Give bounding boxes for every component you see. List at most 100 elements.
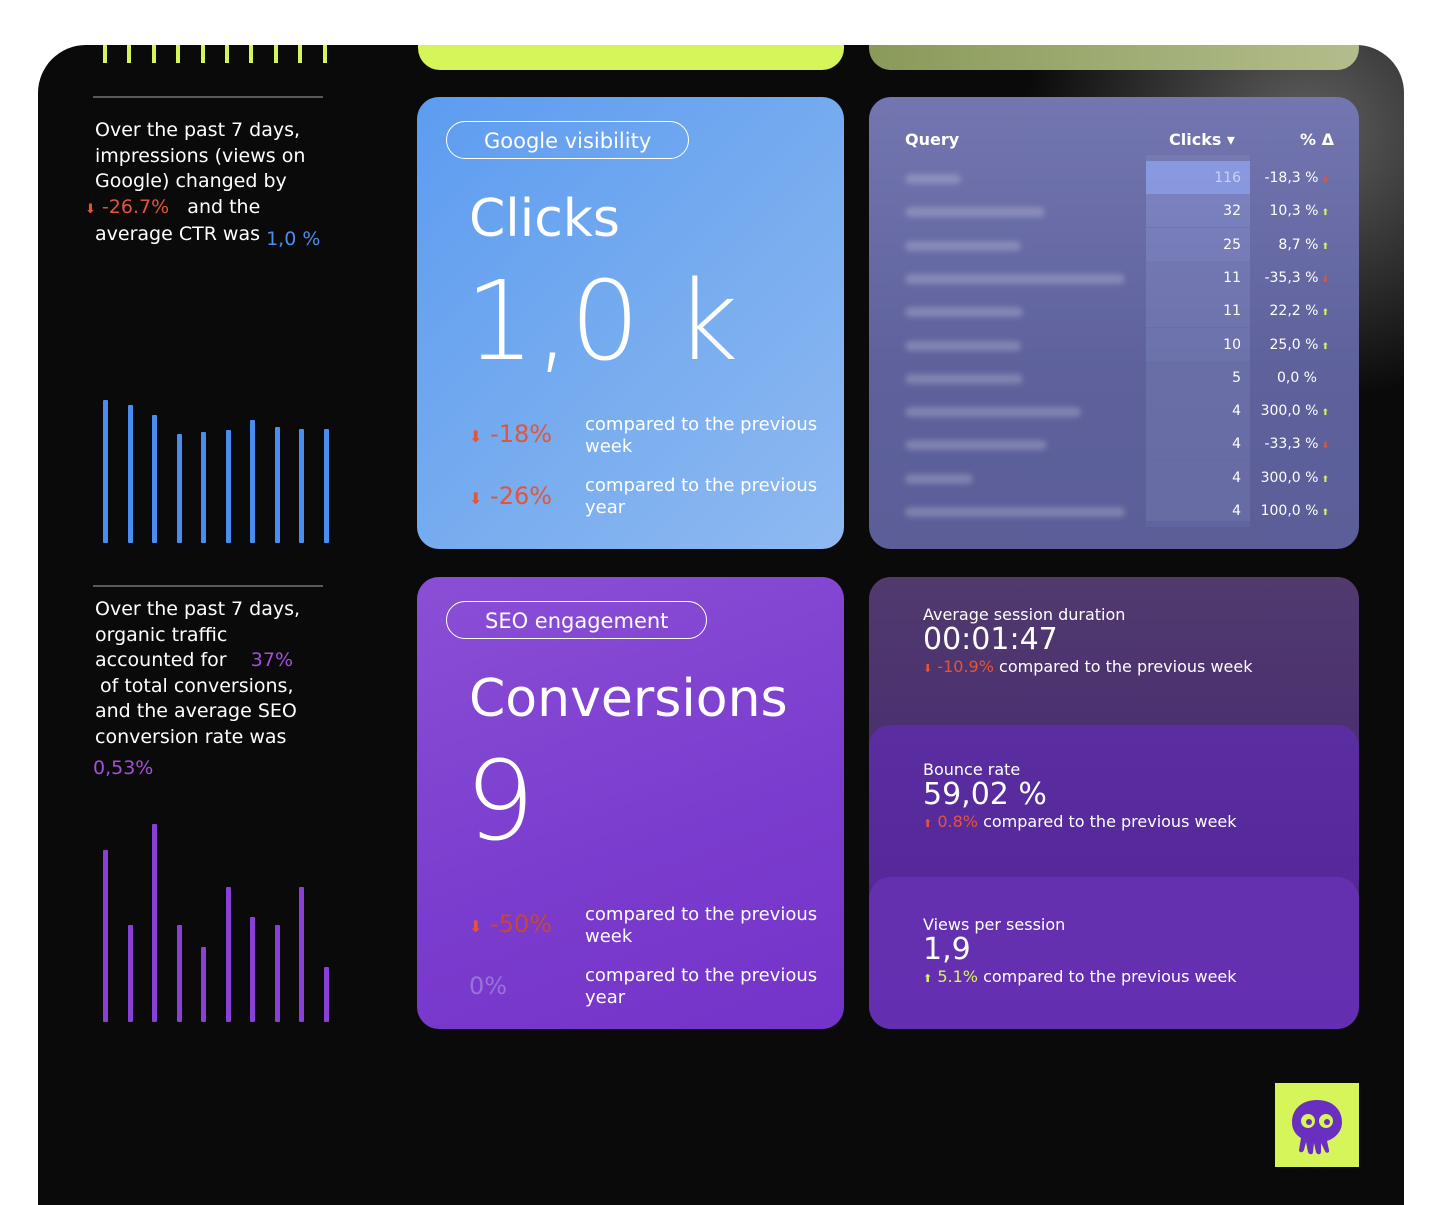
seo-engagement-card: SEO engagement Conversions 9 ⬇ -50% comp…	[417, 577, 844, 1029]
query-text-redacted	[905, 407, 1081, 418]
summary-text: of total conversions,	[100, 674, 294, 697]
query-text-redacted	[905, 340, 1021, 351]
query-text-redacted	[905, 307, 1023, 318]
metric-value: 00:01:47	[923, 622, 1058, 657]
cmp-year-value: 0%	[469, 972, 508, 1000]
card-title: Clicks	[469, 189, 620, 249]
impressions-summary: Over the past 7 days, impressions (views…	[85, 118, 335, 250]
organic-share-value: 37%	[250, 649, 294, 671]
change-cell: 25,0 % ⬆	[1239, 337, 1329, 353]
clicks-cell: 11	[1223, 269, 1241, 286]
query-text-redacted	[905, 473, 973, 484]
change-cell: -18,3 % ⬇	[1239, 170, 1329, 186]
arrow-down-icon: ⬇	[469, 427, 483, 446]
summary-text: accounted for 37%	[95, 648, 335, 674]
chart-bar	[299, 428, 304, 543]
change-cell-text: 8,7 %	[1278, 236, 1319, 253]
arrow-up-icon: ⬆	[1321, 474, 1329, 485]
top-bar-chart-cropped	[103, 45, 343, 63]
chart-bar	[103, 850, 108, 1022]
clicks-heat-cell	[1146, 494, 1250, 527]
metric-panel-bg	[869, 725, 1359, 900]
clicks-cell: 11	[1223, 303, 1241, 320]
change-cell-text: -33,3 %	[1264, 436, 1319, 453]
column-header-clicks[interactable]: Clicks ▾	[1169, 130, 1235, 149]
bar	[127, 45, 131, 63]
card-pill-label: Google visibility	[446, 121, 690, 159]
column-header-query[interactable]: Query	[905, 130, 960, 149]
arrow-up-icon: ⬆	[1321, 308, 1329, 319]
change-cell: 100,0 % ⬆	[1239, 503, 1329, 519]
summary-text: impressions (views on	[95, 144, 306, 167]
clicks-cell: 116	[1214, 170, 1241, 186]
change-cell-text: 10,3 %	[1269, 203, 1319, 220]
clicks-value: 1,0 k	[465, 257, 739, 385]
octopus-skull-icon[interactable]	[1275, 1083, 1359, 1167]
column-header-change[interactable]: % Δ	[1300, 130, 1334, 149]
chart-bar	[225, 886, 231, 1022]
seo-conversion-rate: 0,53%	[93, 757, 154, 779]
metric-label: Average session duration	[923, 605, 1126, 624]
query-text-redacted	[905, 240, 1021, 251]
query-text-redacted	[905, 207, 1045, 218]
change-cell: 8,7 % ⬆	[1239, 237, 1329, 253]
metric-panel-bg	[869, 577, 1359, 752]
summary-text: Google) changed by	[95, 170, 287, 192]
clicks-heat-cell	[1146, 227, 1250, 261]
metric-value: 59,02 %	[923, 777, 1047, 812]
card-pill-label: SEO engagement	[446, 601, 708, 639]
metric-change: ⬆ 0.8% compared to the previous week	[923, 812, 1237, 831]
chart-bar	[127, 925, 133, 1022]
query-text-redacted	[905, 174, 961, 184]
summary-text: average CTR was	[95, 223, 261, 245]
chart-bar	[176, 925, 182, 1022]
chart-bar	[225, 430, 231, 543]
summary-text: and the	[187, 195, 261, 218]
query-text-redacted	[905, 273, 1125, 284]
card-title: Conversions	[469, 669, 788, 729]
arrow-down-icon: ⬇	[469, 489, 483, 508]
change-cell: 300,0 % ⬆	[1239, 403, 1329, 419]
cmp-week-text: compared to the previous week	[585, 414, 818, 457]
divider	[93, 96, 323, 98]
bar	[176, 45, 180, 63]
clicks-cell: 10	[1223, 336, 1241, 353]
impressions-change: -26.7%	[101, 195, 170, 218]
arrow-down-icon: ⬇	[923, 662, 933, 675]
chart-bar	[274, 427, 280, 543]
chart-bar	[250, 420, 255, 543]
chart-bar	[127, 405, 133, 543]
summary-text: and the average SEO	[95, 700, 297, 722]
bar	[152, 45, 156, 63]
chart-bar	[323, 428, 329, 543]
clicks-cell: 4	[1232, 503, 1241, 519]
arrow-up-icon: ⬆	[1321, 508, 1329, 518]
chart-bar	[201, 947, 206, 1022]
clicks-heat-cell	[1146, 161, 1250, 194]
change-cell: -33,3 % ⬇	[1239, 436, 1329, 452]
change-cell-text: 0,0 %	[1276, 369, 1317, 386]
clicks-cell: 4	[1232, 436, 1241, 453]
change-cell-text: 25,0 %	[1269, 336, 1319, 353]
bar	[323, 45, 327, 63]
summary-text: organic traffic	[95, 623, 228, 646]
ctr-value: 1,0 %	[266, 228, 321, 250]
change-cell-text: 300,0 %	[1260, 469, 1319, 486]
metric-change-value: 0.8%	[937, 812, 978, 831]
conversions-value: 9	[465, 737, 535, 865]
clicks-cell: 32	[1223, 203, 1241, 220]
divider	[93, 585, 323, 587]
summary-text: accounted for	[95, 649, 227, 671]
clicks-cell: 25	[1223, 236, 1241, 253]
conversions-summary: Over the past 7 days, organic traffic ac…	[93, 597, 335, 782]
top-card-lime	[418, 45, 844, 70]
arrow-down-icon: ⬇	[85, 201, 96, 217]
cmp-value-text: -50%	[490, 910, 553, 938]
arrow-up-icon: ⬆	[1321, 241, 1329, 252]
cmp-year-text: compared to the previous year	[585, 965, 818, 1008]
query-table-card: Query Clicks ▾ % Δ 116 -18,3 % ⬇ 32 10,3 % ⬆ 2…	[869, 97, 1359, 549]
query-text-redacted	[905, 373, 1023, 384]
arrow-up-icon: ⬆	[1321, 408, 1329, 419]
query-text-redacted	[905, 507, 1125, 517]
metrics-stack: Average session duration 00:01:47 ⬇ -10.…	[869, 577, 1359, 1029]
